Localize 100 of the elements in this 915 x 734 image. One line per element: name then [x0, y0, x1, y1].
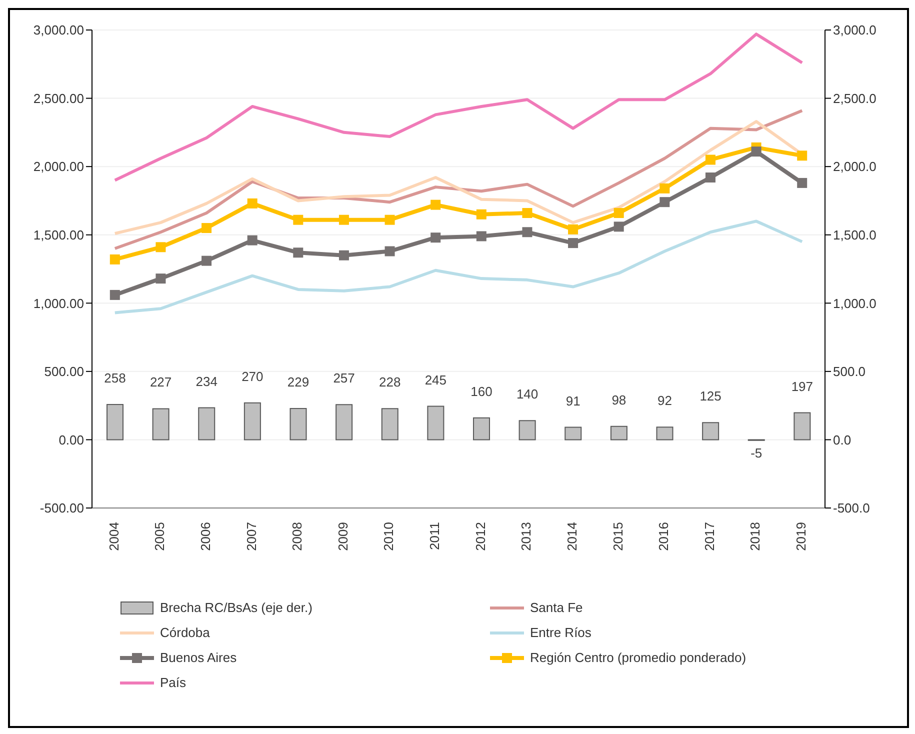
- point: [110, 290, 120, 300]
- bar: [610, 426, 628, 440]
- x-tick-label: 2013: [518, 522, 534, 551]
- point: [430, 200, 441, 210]
- line-series: [113, 32, 804, 182]
- y2-tick-label: 3,000.0: [833, 22, 876, 38]
- legend-label: Región Centro (promedio ponderado): [530, 650, 746, 665]
- bar: [702, 422, 720, 440]
- x-tick-label: 2008: [290, 522, 305, 551]
- y-tick-label: 1,500.00: [33, 227, 84, 242]
- point: [156, 274, 166, 284]
- point: [476, 209, 486, 220]
- x-tick-label: 2005: [152, 522, 168, 551]
- bar: [290, 408, 307, 440]
- y2-tick-label: 0.0: [833, 432, 852, 448]
- point: [384, 246, 395, 256]
- data-label: 92: [658, 393, 672, 408]
- point: [156, 242, 166, 252]
- bar: [427, 406, 444, 440]
- point: [797, 150, 808, 161]
- x-tick-label: 2017: [702, 522, 717, 551]
- bar: [794, 412, 811, 440]
- data-label: 258: [104, 370, 126, 386]
- bar: [564, 426, 582, 440]
- point: [247, 235, 258, 246]
- bar: [381, 408, 398, 440]
- bar: [198, 407, 216, 440]
- y-tick-label: 3,000.00: [33, 22, 84, 38]
- point: [522, 227, 532, 238]
- y-tick-label: 1,000.00: [33, 296, 84, 311]
- point: [568, 224, 578, 234]
- bar: [244, 402, 261, 440]
- point: [202, 256, 212, 266]
- legend-label: Córdoba: [160, 625, 210, 640]
- legend-label: Santa Fe: [530, 600, 583, 615]
- y2-tick-label: -500.0: [833, 500, 870, 516]
- x-tick-label: 2019: [794, 522, 809, 551]
- point: [293, 214, 304, 225]
- point: [614, 208, 624, 218]
- point: [660, 197, 670, 208]
- data-label: 160: [470, 384, 492, 399]
- x-tick-label: 2010: [381, 522, 396, 551]
- y-tick-label: 2,000.00: [33, 159, 84, 174]
- data-label: -5: [750, 446, 762, 461]
- bar: [518, 420, 536, 440]
- data-label: 257: [333, 370, 355, 386]
- x-tick-label: 2016: [656, 522, 672, 551]
- data-label: 228: [379, 374, 401, 390]
- x-tick-label: 2009: [335, 522, 350, 551]
- point: [110, 254, 120, 264]
- data-label: 125: [700, 388, 722, 404]
- x-tick-label: 2014: [564, 522, 580, 551]
- point: [797, 178, 808, 188]
- legend-label: Buenos Aires: [160, 650, 237, 665]
- bar: [336, 404, 353, 440]
- point: [705, 154, 716, 165]
- bar: [473, 417, 490, 440]
- y2-tick-label: 2,000.0: [833, 159, 876, 174]
- point: [430, 232, 441, 243]
- legend-label: Entre Ríos: [530, 625, 592, 640]
- point: [614, 222, 624, 232]
- point: [476, 231, 486, 242]
- point: [247, 198, 258, 208]
- y-tick-label: 0.00: [58, 432, 84, 448]
- y2-tick-label: 500.0: [833, 364, 866, 380]
- point: [293, 248, 304, 258]
- x-tick-label: 2018: [748, 522, 763, 551]
- data-label: 229: [287, 374, 310, 390]
- data-label: 245: [424, 372, 447, 388]
- x-tick-label: 2006: [198, 522, 213, 551]
- bar: [152, 408, 170, 440]
- bar: [656, 426, 674, 440]
- point: [568, 238, 578, 248]
- x-tick-label: 2015: [610, 522, 626, 551]
- bar: [106, 404, 124, 440]
- legend-label: Brecha RC/BsAs (eje der.): [160, 600, 312, 615]
- y2-tick-label: 2,500.0: [833, 90, 876, 106]
- x-tick-label: 2012: [472, 522, 488, 551]
- point: [522, 208, 532, 218]
- point: [660, 183, 670, 194]
- y2-tick-label: 1,500.0: [833, 227, 876, 242]
- legend-label: País: [160, 675, 186, 690]
- data-label: 197: [791, 378, 814, 394]
- data-label: 91: [566, 393, 580, 408]
- x-tick-label: 2011: [427, 522, 442, 550]
- y-tick-label: 2,500.00: [33, 90, 84, 106]
- point: [202, 223, 212, 234]
- x-tick-label: 2007: [244, 522, 259, 551]
- line-series: [113, 220, 804, 314]
- y2-tick-label: 1,000.0: [833, 296, 876, 311]
- y-tick-label: 500.00: [44, 364, 84, 380]
- point: [338, 214, 349, 225]
- x-tick-label: 2004: [106, 522, 122, 551]
- point: [338, 250, 349, 260]
- data-label: 140: [516, 386, 538, 402]
- data-label: 234: [196, 374, 218, 389]
- y-tick-label: -500.00: [40, 500, 84, 516]
- data-label: 98: [612, 392, 626, 408]
- data-label: 270: [242, 368, 264, 384]
- data-label: 227: [150, 374, 172, 390]
